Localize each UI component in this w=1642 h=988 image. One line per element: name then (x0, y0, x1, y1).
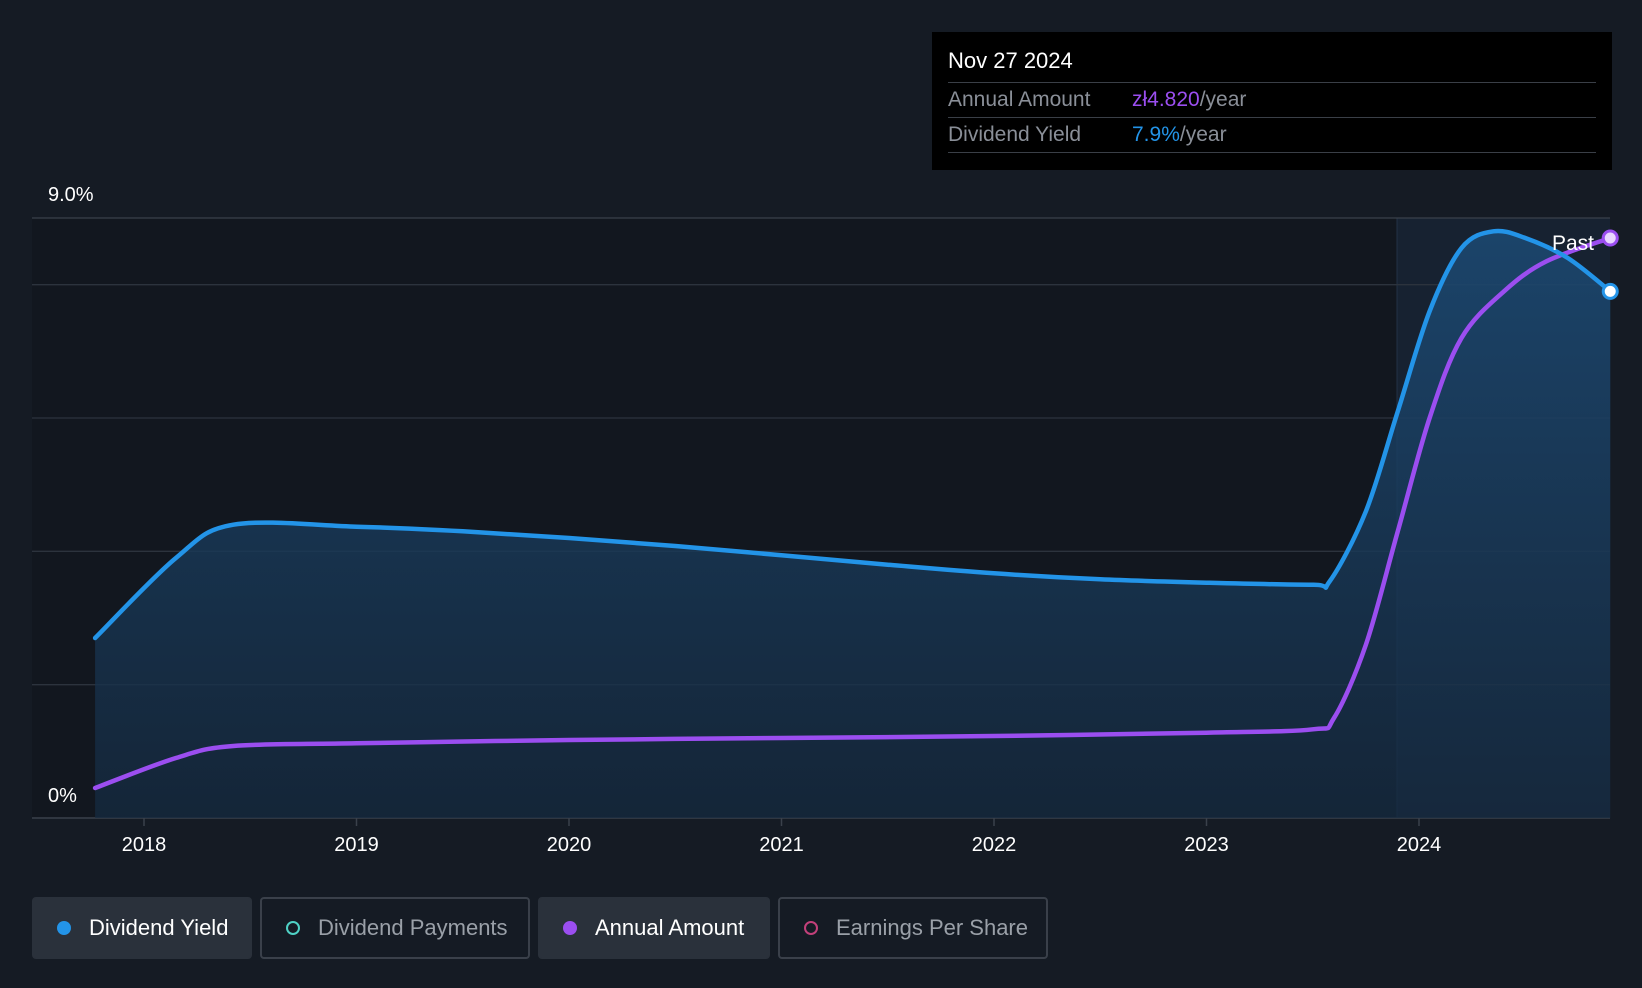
x-tick-label: 2020 (547, 834, 592, 856)
y-axis-top-label: 9.0% (48, 184, 94, 206)
tooltip-panel: Nov 27 2024 Annual Amount zł4.820 /year … (932, 32, 1612, 170)
tooltip-yield-value: 7.9% (1132, 123, 1180, 146)
series-line-dividend-yield (92, 228, 1613, 641)
legend-dot-eps-icon (804, 921, 818, 935)
tooltip-annual-row: Annual Amount zł4.820 /year (948, 82, 1596, 117)
past-label: Past (1552, 232, 1594, 255)
y-axis-bottom-label: 0% (48, 785, 77, 807)
legend-earnings-per-share[interactable]: Earnings Per Share (778, 897, 1048, 959)
legend-label-yield: Dividend Yield (89, 915, 229, 940)
legend-label-annual: Annual Amount (595, 915, 745, 940)
x-tick-label: 2019 (334, 834, 379, 856)
tooltip-yield-row: Dividend Yield 7.9% /year (948, 117, 1596, 153)
x-tick-label: 2024 (1397, 834, 1442, 856)
yield-area (95, 230, 1611, 818)
x-tick-label: 2022 (972, 834, 1017, 856)
tooltip-date: Nov 27 2024 (948, 48, 1073, 73)
x-tick-label: 2018 (122, 834, 167, 856)
legend-dot-payments-icon (286, 921, 300, 935)
legend-dot-yield-icon (57, 921, 71, 935)
tooltip-yield-unit: /year (1179, 123, 1227, 146)
tooltip-annual-value: zł4.820 (1132, 88, 1200, 111)
tooltip-annual-unit: /year (1199, 88, 1247, 111)
series-line-annual-amount (92, 235, 1613, 791)
legend-label-eps: Earnings Per Share (836, 915, 1028, 940)
legend-label-payments: Dividend Payments (318, 915, 508, 940)
tooltip-yield-label: Dividend Yield (948, 123, 1082, 146)
x-tick-label: 2021 (759, 834, 804, 856)
legend-dividend-payments[interactable]: Dividend Payments (260, 897, 530, 959)
legend-dot-annual-icon (563, 921, 577, 935)
annual-end-marker (1601, 229, 1619, 247)
legend-annual-amount[interactable]: Annual Amount (538, 897, 770, 959)
legend-dividend-yield[interactable]: Dividend Yield (32, 897, 252, 959)
x-tick-label: 2023 (1184, 834, 1229, 856)
tooltip-annual-label: Annual Amount (948, 88, 1091, 111)
yield-end-marker (1601, 282, 1619, 300)
